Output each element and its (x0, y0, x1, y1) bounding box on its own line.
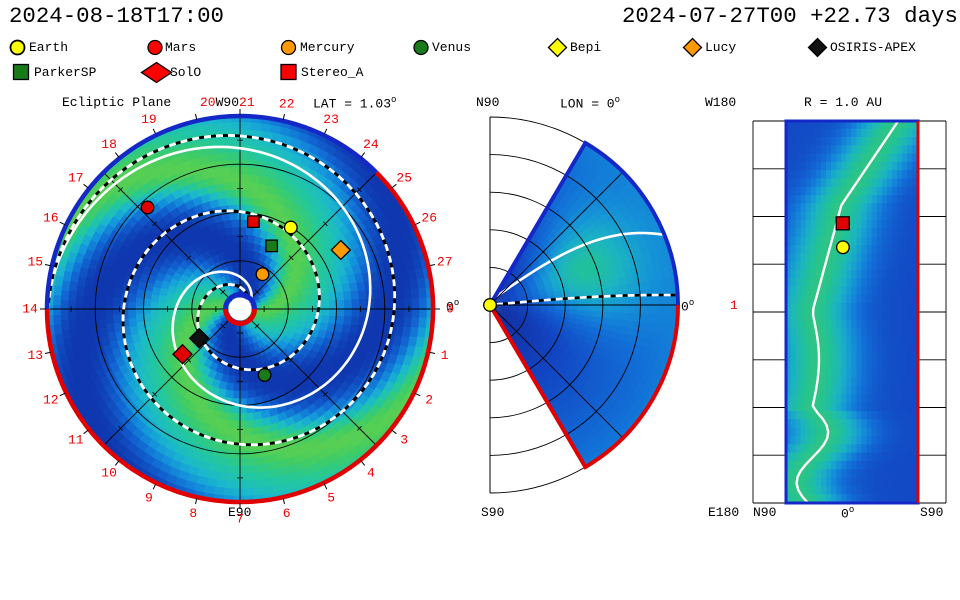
svg-text:13: 13 (27, 348, 43, 363)
svg-text:4: 4 (367, 466, 375, 481)
svg-text:3: 3 (400, 432, 408, 447)
svg-text:18: 18 (101, 137, 117, 152)
svg-text:25: 25 (396, 171, 412, 186)
svg-text:22: 22 (279, 97, 295, 112)
svg-text:9: 9 (145, 491, 153, 506)
svg-text:23: 23 (323, 112, 339, 127)
svg-text:1: 1 (441, 348, 449, 363)
svg-text:15: 15 (27, 255, 43, 270)
svg-text:12: 12 (43, 393, 59, 408)
svg-text:10: 10 (101, 466, 117, 481)
svg-text:7: 7 (236, 511, 244, 526)
svg-text:11: 11 (68, 432, 84, 447)
svg-text:19: 19 (141, 112, 157, 127)
svg-text:8: 8 (189, 506, 197, 521)
svg-text:17: 17 (68, 171, 84, 186)
svg-text:27: 27 (437, 255, 453, 270)
svg-text:5: 5 (327, 491, 335, 506)
svg-text:24: 24 (363, 137, 379, 152)
svg-text:2: 2 (425, 393, 433, 408)
svg-text:6: 6 (283, 506, 291, 521)
svg-text:16: 16 (43, 210, 59, 225)
svg-text:14: 14 (22, 301, 38, 316)
svg-text:0: 0 (446, 301, 454, 316)
svg-text:26: 26 (421, 210, 437, 225)
